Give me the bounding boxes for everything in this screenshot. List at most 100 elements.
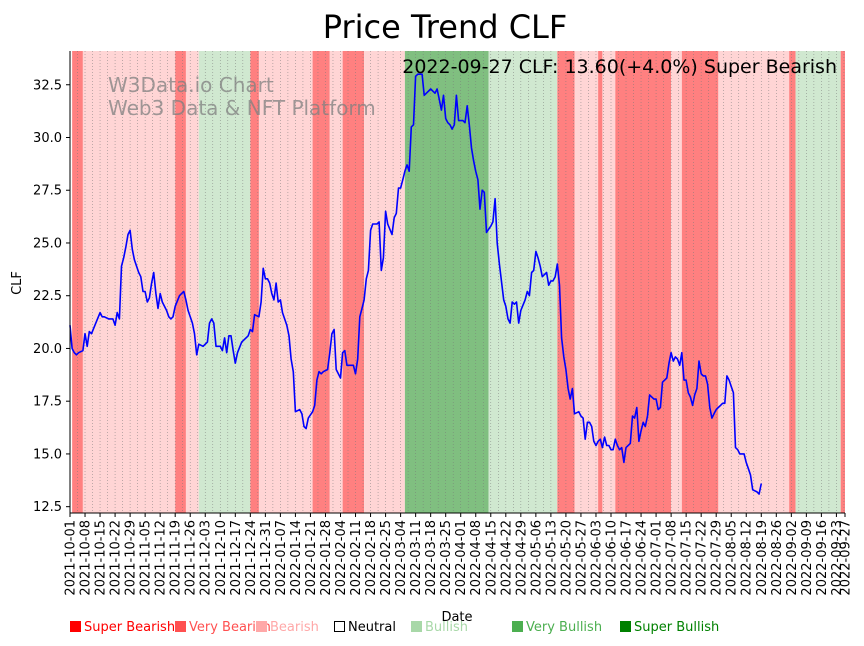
y-tick-label: 32.5 (33, 78, 62, 93)
legend-item-neutral: Neutral (334, 620, 396, 635)
y-tick-label: 12.5 (33, 500, 62, 515)
x-tick-label: 2022-09-27 (839, 520, 854, 596)
x-tick-label: 2022-03-11 (409, 520, 424, 596)
x-tick-label: 2022-05-20 (559, 520, 574, 596)
sentiment-band-super-bearish (615, 51, 672, 513)
x-tick-label: 2022-09-02 (785, 520, 800, 596)
x-axis-label: Date (441, 610, 472, 625)
x-tick-label: 2022-05-06 (529, 520, 544, 596)
x-tick-label: 2021-11-05 (139, 520, 154, 596)
x-tick-label: 2021-12-10 (214, 520, 229, 596)
legend-label: Neutral (348, 620, 396, 635)
sentiment-band-very-bullish (404, 51, 489, 513)
legend-swatch-icon (175, 621, 186, 632)
sentiment-band-super-bearish (681, 51, 719, 513)
x-tick-label: 2022-04-08 (469, 520, 484, 596)
sentiment-band-super-bearish (175, 51, 186, 513)
sentiment-band-super-bearish (789, 51, 796, 513)
legend-swatch-icon (620, 621, 631, 632)
x-tick-label: 2022-06-03 (590, 520, 605, 596)
x-tick-label: 2022-03-18 (424, 520, 439, 596)
x-tick-label: 2022-07-29 (710, 520, 725, 596)
x-tick-label: 2022-04-29 (514, 520, 529, 596)
legend-item-very-bullish: Very Bullish (512, 620, 602, 635)
x-tick-label: 2022-05-27 (574, 520, 589, 596)
y-tick-label: 20.0 (33, 342, 62, 357)
legend-swatch-icon (334, 621, 345, 632)
x-tick-label: 2022-02-25 (379, 520, 394, 596)
x-tick-label: 2021-12-31 (259, 520, 274, 596)
price-line-group (69, 73, 763, 495)
x-tick-label: 2022-08-26 (770, 520, 785, 596)
x-tick-label: 2022-04-01 (454, 520, 469, 596)
legend-swatch-icon (512, 621, 523, 632)
x-tick-label: 2021-11-19 (169, 520, 184, 596)
x-tick-label: 2022-09-23 (830, 520, 845, 596)
legend-swatch-icon (256, 621, 267, 632)
x-tick-label: 2022-06-17 (620, 520, 635, 596)
x-tick-label: 2022-08-19 (755, 520, 770, 596)
x-tick-label: 2022-03-04 (394, 520, 409, 596)
x-tick-label: 2022-06-24 (635, 520, 650, 596)
x-tick-label: 2021-12-24 (244, 520, 259, 596)
x-tick-label: 2022-02-18 (364, 520, 379, 596)
x-tick-label: 2022-02-04 (334, 520, 349, 596)
y-tick-label: 27.5 (33, 184, 62, 199)
y-tick-label: 30.0 (33, 131, 62, 146)
x-tick-label: 2022-07-01 (650, 520, 665, 596)
sentiment-band-bearish (82, 51, 176, 513)
vertical-gridlines (69, 51, 845, 513)
x-tick-label: 2021-10-15 (94, 520, 109, 596)
x-tick-label: 2022-07-08 (665, 520, 680, 596)
y-tick-label: 17.5 (33, 395, 62, 410)
legend-label: Very Bullish (526, 620, 603, 635)
x-tick-label: 2021-12-03 (199, 520, 214, 596)
x-tick-label: 2021-10-29 (124, 520, 139, 596)
x-tick-label: 2021-11-26 (184, 520, 199, 596)
legend-item-bearish: Bearish (256, 620, 319, 635)
x-axis-ticks: 2021-10-01 2021-10-08 2021-10-15 2021-10-22… (64, 513, 854, 596)
sentiment-band-bullish (795, 51, 841, 513)
x-tick-label: 2021-12-17 (229, 520, 244, 596)
sentiment-band-bearish (671, 51, 682, 513)
legend-swatch-icon (70, 621, 81, 632)
x-tick-label: 2022-05-13 (544, 520, 559, 596)
sentiment-band-super-bearish (250, 51, 259, 513)
sentiment-band-bearish (329, 51, 343, 513)
y-tick-label: 25.0 (33, 236, 62, 251)
legend-label: Bearish (270, 620, 319, 635)
x-tick-label: 2022-07-15 (680, 520, 695, 596)
sentiment-band-bearish (574, 51, 599, 513)
y-axis-ticks: 12.5 15.0 17.5 20.0 22.5 25.0 27.5 30.0 32.5 (33, 78, 70, 515)
sentiment-band-bearish (364, 51, 405, 513)
legend-item-very-bearish: Very Bearish (175, 620, 271, 635)
x-tick-label: 2022-08-12 (740, 520, 755, 596)
x-tick-label: 2022-08-05 (725, 520, 740, 596)
price-line (69, 73, 763, 495)
sentiment-band-super-bearish (598, 51, 603, 513)
legend-label: Bullish (425, 620, 469, 635)
watermark-text: Web3 Data & NFT Platform (108, 96, 376, 120)
watermark-text: W3Data.io Chart (108, 73, 274, 97)
sentiment-band-bearish (258, 51, 313, 513)
x-tick-label: 2022-04-15 (484, 520, 499, 596)
sentiment-legend: Super Bearish Very Bearish Bearish Neutr… (70, 620, 850, 638)
legend-item-bullish: Bullish (411, 620, 468, 635)
x-tick-label: 2021-10-22 (109, 520, 124, 596)
x-tick-label: 2021-10-01 (64, 520, 79, 596)
x-tick-label: 2022-07-22 (695, 520, 710, 596)
legend-label: Very Bearish (189, 620, 271, 635)
legend-item-super-bearish: Super Bearish (70, 620, 175, 635)
x-tick-label: 2022-01-14 (289, 520, 304, 596)
x-tick-label: 2021-10-08 (79, 520, 94, 596)
sentiment-band-bullish (198, 51, 251, 513)
sentiment-band-bearish (602, 51, 616, 513)
legend-label: Super Bullish (634, 620, 720, 635)
x-tick-label: 2022-09-16 (815, 520, 830, 596)
y-axis-label: CLF (10, 271, 25, 295)
sentiment-band-super-bearish (840, 51, 845, 513)
x-tick-label: 2022-01-28 (319, 520, 334, 596)
sentiment-band-super-bearish (342, 51, 365, 513)
